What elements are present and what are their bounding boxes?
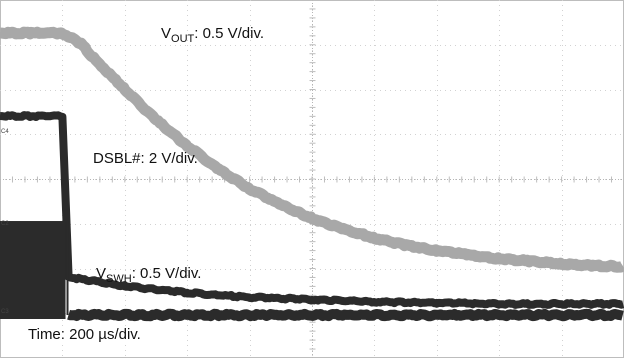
trace-vswh-switching	[0, 221, 66, 319]
channel-markers: C4 C2 C3	[1, 129, 9, 315]
vout-scale-label: VOUT: 0.5 V/div.	[161, 25, 265, 45]
time-scale-label: Time: 200 µs/div.	[26, 326, 143, 343]
channel-marker: C2	[1, 221, 9, 227]
trace-vswh-line	[65, 308, 624, 322]
plot-traces	[0, 26, 624, 322]
trace-dsbl-line	[0, 111, 624, 309]
dsbl-scale-label: DSBL#: 2 V/div.	[93, 150, 198, 167]
channel-marker: C4	[1, 129, 9, 135]
vswh-scale-label: VSWH: 0.5 V/div.	[96, 265, 202, 285]
trace-vout-line	[0, 26, 624, 273]
channel-marker: C3	[1, 309, 9, 315]
